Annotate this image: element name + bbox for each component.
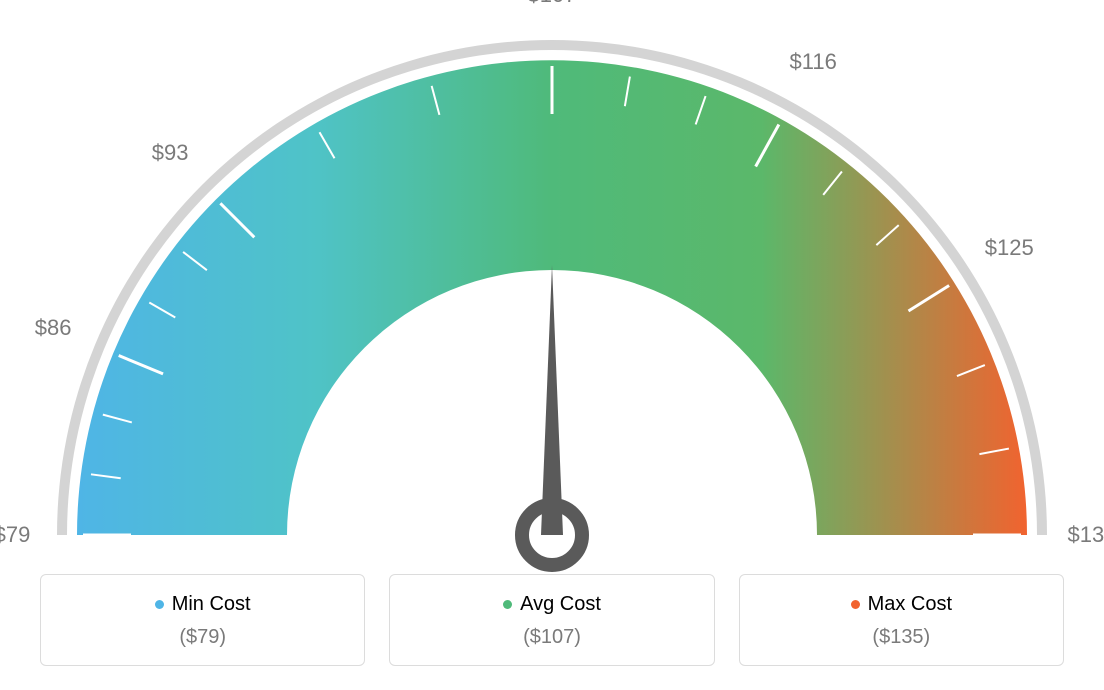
tick-label: $93 bbox=[152, 140, 189, 166]
legend-title-avg: Avg Cost bbox=[503, 593, 601, 616]
legend-card-max: Max Cost ($135) bbox=[739, 574, 1064, 666]
tick-label: $116 bbox=[790, 49, 837, 75]
gauge-needle bbox=[541, 265, 563, 535]
legend-row: Min Cost ($79) Avg Cost ($107) Max Cost … bbox=[40, 574, 1064, 666]
legend-value-avg: ($107) bbox=[402, 626, 701, 649]
legend-title-text: Min Cost bbox=[172, 593, 251, 616]
legend-title-max: Max Cost bbox=[851, 593, 952, 616]
tick-label: $125 bbox=[985, 235, 1034, 261]
legend-card-avg: Avg Cost ($107) bbox=[389, 574, 714, 666]
dot-icon bbox=[155, 600, 164, 609]
legend-title-text: Max Cost bbox=[868, 593, 952, 616]
legend-value-min: ($79) bbox=[53, 626, 352, 649]
tick-label: $86 bbox=[35, 315, 72, 341]
tick-label: $107 bbox=[528, 0, 577, 8]
tick-label: $79 bbox=[0, 522, 30, 548]
tick-label: $135 bbox=[1068, 522, 1104, 548]
legend-title-text: Avg Cost bbox=[520, 593, 601, 616]
cost-gauge: $79 $86 $93 $107 $116 $125 $135 bbox=[0, 0, 1104, 560]
dot-icon bbox=[851, 600, 860, 609]
gauge-svg bbox=[0, 0, 1104, 580]
dot-icon bbox=[503, 600, 512, 609]
legend-card-min: Min Cost ($79) bbox=[40, 574, 365, 666]
legend-value-max: ($135) bbox=[752, 626, 1051, 649]
legend-title-min: Min Cost bbox=[155, 593, 251, 616]
